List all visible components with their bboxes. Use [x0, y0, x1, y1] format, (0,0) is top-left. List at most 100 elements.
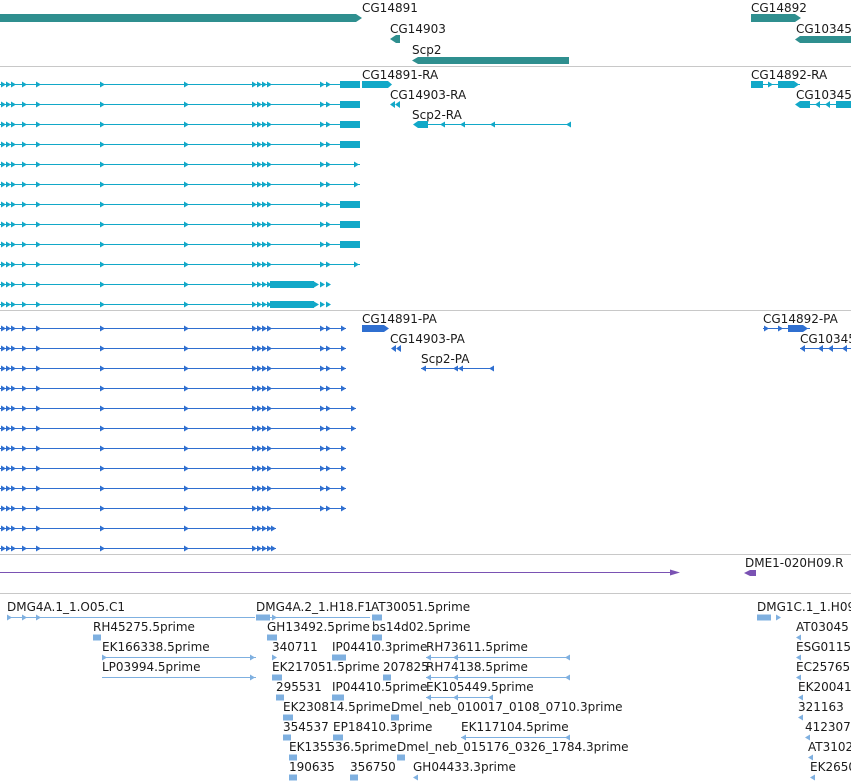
exon-arrow — [257, 325, 262, 332]
exon-arrow — [11, 505, 16, 512]
exon-arrow — [252, 121, 257, 128]
exon-arrow — [257, 141, 262, 148]
est-label[interactable]: AT03045 — [796, 620, 849, 634]
exon-arrow — [184, 405, 189, 412]
gene-feature[interactable]: Scp2 — [412, 43, 569, 64]
est-label[interactable]: Dmel_neb_010017_0108_0710.3prime — [391, 700, 623, 714]
gene-feature[interactable]: CG10345 — [795, 22, 851, 43]
protein-isoform — [0, 505, 346, 512]
protein-feature[interactable]: CG10345 — [800, 332, 851, 352]
est-label[interactable]: EK2650 — [810, 760, 851, 774]
transcript-feature[interactable]: Scp2-RA — [412, 108, 571, 128]
est-label[interactable]: RH45275.5prime — [93, 620, 195, 634]
protein-feature[interactable]: CG14892-PA — [763, 312, 839, 332]
est-label[interactable]: EK20041 — [798, 680, 851, 694]
exon-arrow — [341, 465, 346, 472]
est-block — [333, 734, 343, 741]
exon-arrow — [100, 121, 105, 128]
est-label[interactable]: bs14d02.5prime — [372, 620, 470, 634]
est-label[interactable]: EK230814.5prime — [283, 700, 391, 714]
transcript-label: Scp2-RA — [412, 108, 463, 122]
est-label[interactable]: 412307 — [805, 720, 851, 734]
est-block — [332, 694, 344, 701]
transcript-isoform-rows — [0, 81, 360, 308]
track-genes: CG14891 CG14903 Scp2 CG14892 CG10345 — [0, 1, 851, 64]
exon-arrow — [267, 181, 272, 188]
gene-feature[interactable] — [0, 14, 362, 22]
protein-isoform-rows — [0, 325, 356, 552]
exon-arrow — [257, 81, 262, 88]
est-label[interactable]: 321163 — [798, 700, 844, 714]
transcript-feature[interactable]: CG14892-RA — [751, 68, 828, 88]
est-block — [391, 714, 399, 721]
est-label[interactable]: RH73611.5prime — [426, 640, 528, 654]
est-block — [93, 634, 101, 641]
gene-feature[interactable]: CG14892 — [751, 1, 807, 22]
est-label[interactable]: RH74138.5prime — [426, 660, 528, 674]
gene-label: CG10345 — [796, 22, 851, 36]
est-label[interactable]: EK117104.5prime — [461, 720, 569, 734]
exon-arrow — [262, 405, 267, 412]
exon-arrow — [565, 674, 570, 681]
transcript-feature[interactable]: CG10345 — [795, 88, 851, 108]
transcript-feature[interactable]: CG14891-RA — [362, 68, 439, 88]
est-label[interactable]: DMG1C.1_1.H09 — [757, 600, 851, 614]
exon-arrow — [326, 385, 331, 392]
est-label[interactable]: GH04433.3prime — [413, 760, 516, 774]
exon-arrow — [184, 201, 189, 208]
exon-arrow — [252, 345, 257, 352]
transcript-feature[interactable]: CG14903-RA — [390, 88, 467, 108]
est-label[interactable]: 295531 — [276, 680, 322, 694]
exon-block — [270, 281, 314, 288]
exon-arrow — [184, 505, 189, 512]
exon-arrow — [1, 545, 6, 552]
est-block — [272, 674, 282, 681]
exon-arrow — [341, 485, 346, 492]
exon-arrow — [488, 694, 493, 701]
protein-feature[interactable]: CG14891-PA — [362, 312, 438, 332]
est-label[interactable]: EK105449.5prime — [426, 680, 534, 694]
exon-arrow — [320, 345, 325, 352]
est-block — [383, 674, 391, 681]
protein-feature[interactable]: Scp2-PA — [421, 352, 494, 372]
gene-feature[interactable]: CG14891 — [362, 1, 418, 15]
exon-arrow — [257, 425, 262, 432]
est-label[interactable]: EC25765 — [796, 660, 850, 674]
est-label[interactable]: EK135536.5prime — [289, 740, 397, 754]
est-label[interactable]: EK166338.5prime — [102, 640, 210, 654]
exon-arrow — [11, 545, 16, 552]
exon-arrow — [184, 101, 189, 108]
exon-arrow — [257, 445, 262, 452]
est-block — [350, 774, 358, 781]
exon-arrow — [262, 545, 267, 552]
protein-feature[interactable]: CG14903-PA — [390, 332, 466, 352]
est-label[interactable]: AT3102 — [808, 740, 851, 754]
est-label[interactable]: Dmel_neb_015176_0326_1784.3prime — [397, 740, 629, 754]
est-label[interactable]: IP04410.3prime — [332, 640, 427, 654]
est-label[interactable]: AT30051.5prime — [371, 600, 470, 614]
est-label[interactable]: DMG4A.1_1.O05.C1 — [7, 600, 125, 614]
est-label[interactable]: IP04410.5prime — [332, 680, 427, 694]
exon-arrow — [262, 241, 267, 248]
exon-arrow — [267, 345, 272, 352]
est-label[interactable]: 354537 — [283, 720, 329, 734]
exon-arrow — [100, 505, 105, 512]
protein-isoform — [0, 345, 346, 352]
exon-arrow — [341, 445, 346, 452]
est-label[interactable]: ESG0115 — [796, 640, 851, 654]
est-label[interactable]: GH13492.5prime — [267, 620, 370, 634]
gene-feature[interactable]: CG14903 — [390, 22, 446, 43]
est-label[interactable]: DMG4A.2_1.H18.F1 — [256, 600, 372, 614]
est-label[interactable]: 356750 — [350, 760, 396, 774]
est-label[interactable]: 207825 — [383, 660, 429, 674]
exon-arrow — [354, 261, 359, 268]
clone-feature[interactable]: DME1-020H09.R — [0, 556, 844, 576]
est-label[interactable]: 340711 — [272, 640, 318, 654]
est-label[interactable]: 190635 — [289, 760, 335, 774]
est-label[interactable]: LP03994.5prime — [102, 660, 201, 674]
exon-arrow — [1, 101, 6, 108]
est-label[interactable]: EP18410.3prime — [333, 720, 432, 734]
est-label[interactable]: EK217051.5prime — [272, 660, 380, 674]
exon-arrow — [11, 465, 16, 472]
